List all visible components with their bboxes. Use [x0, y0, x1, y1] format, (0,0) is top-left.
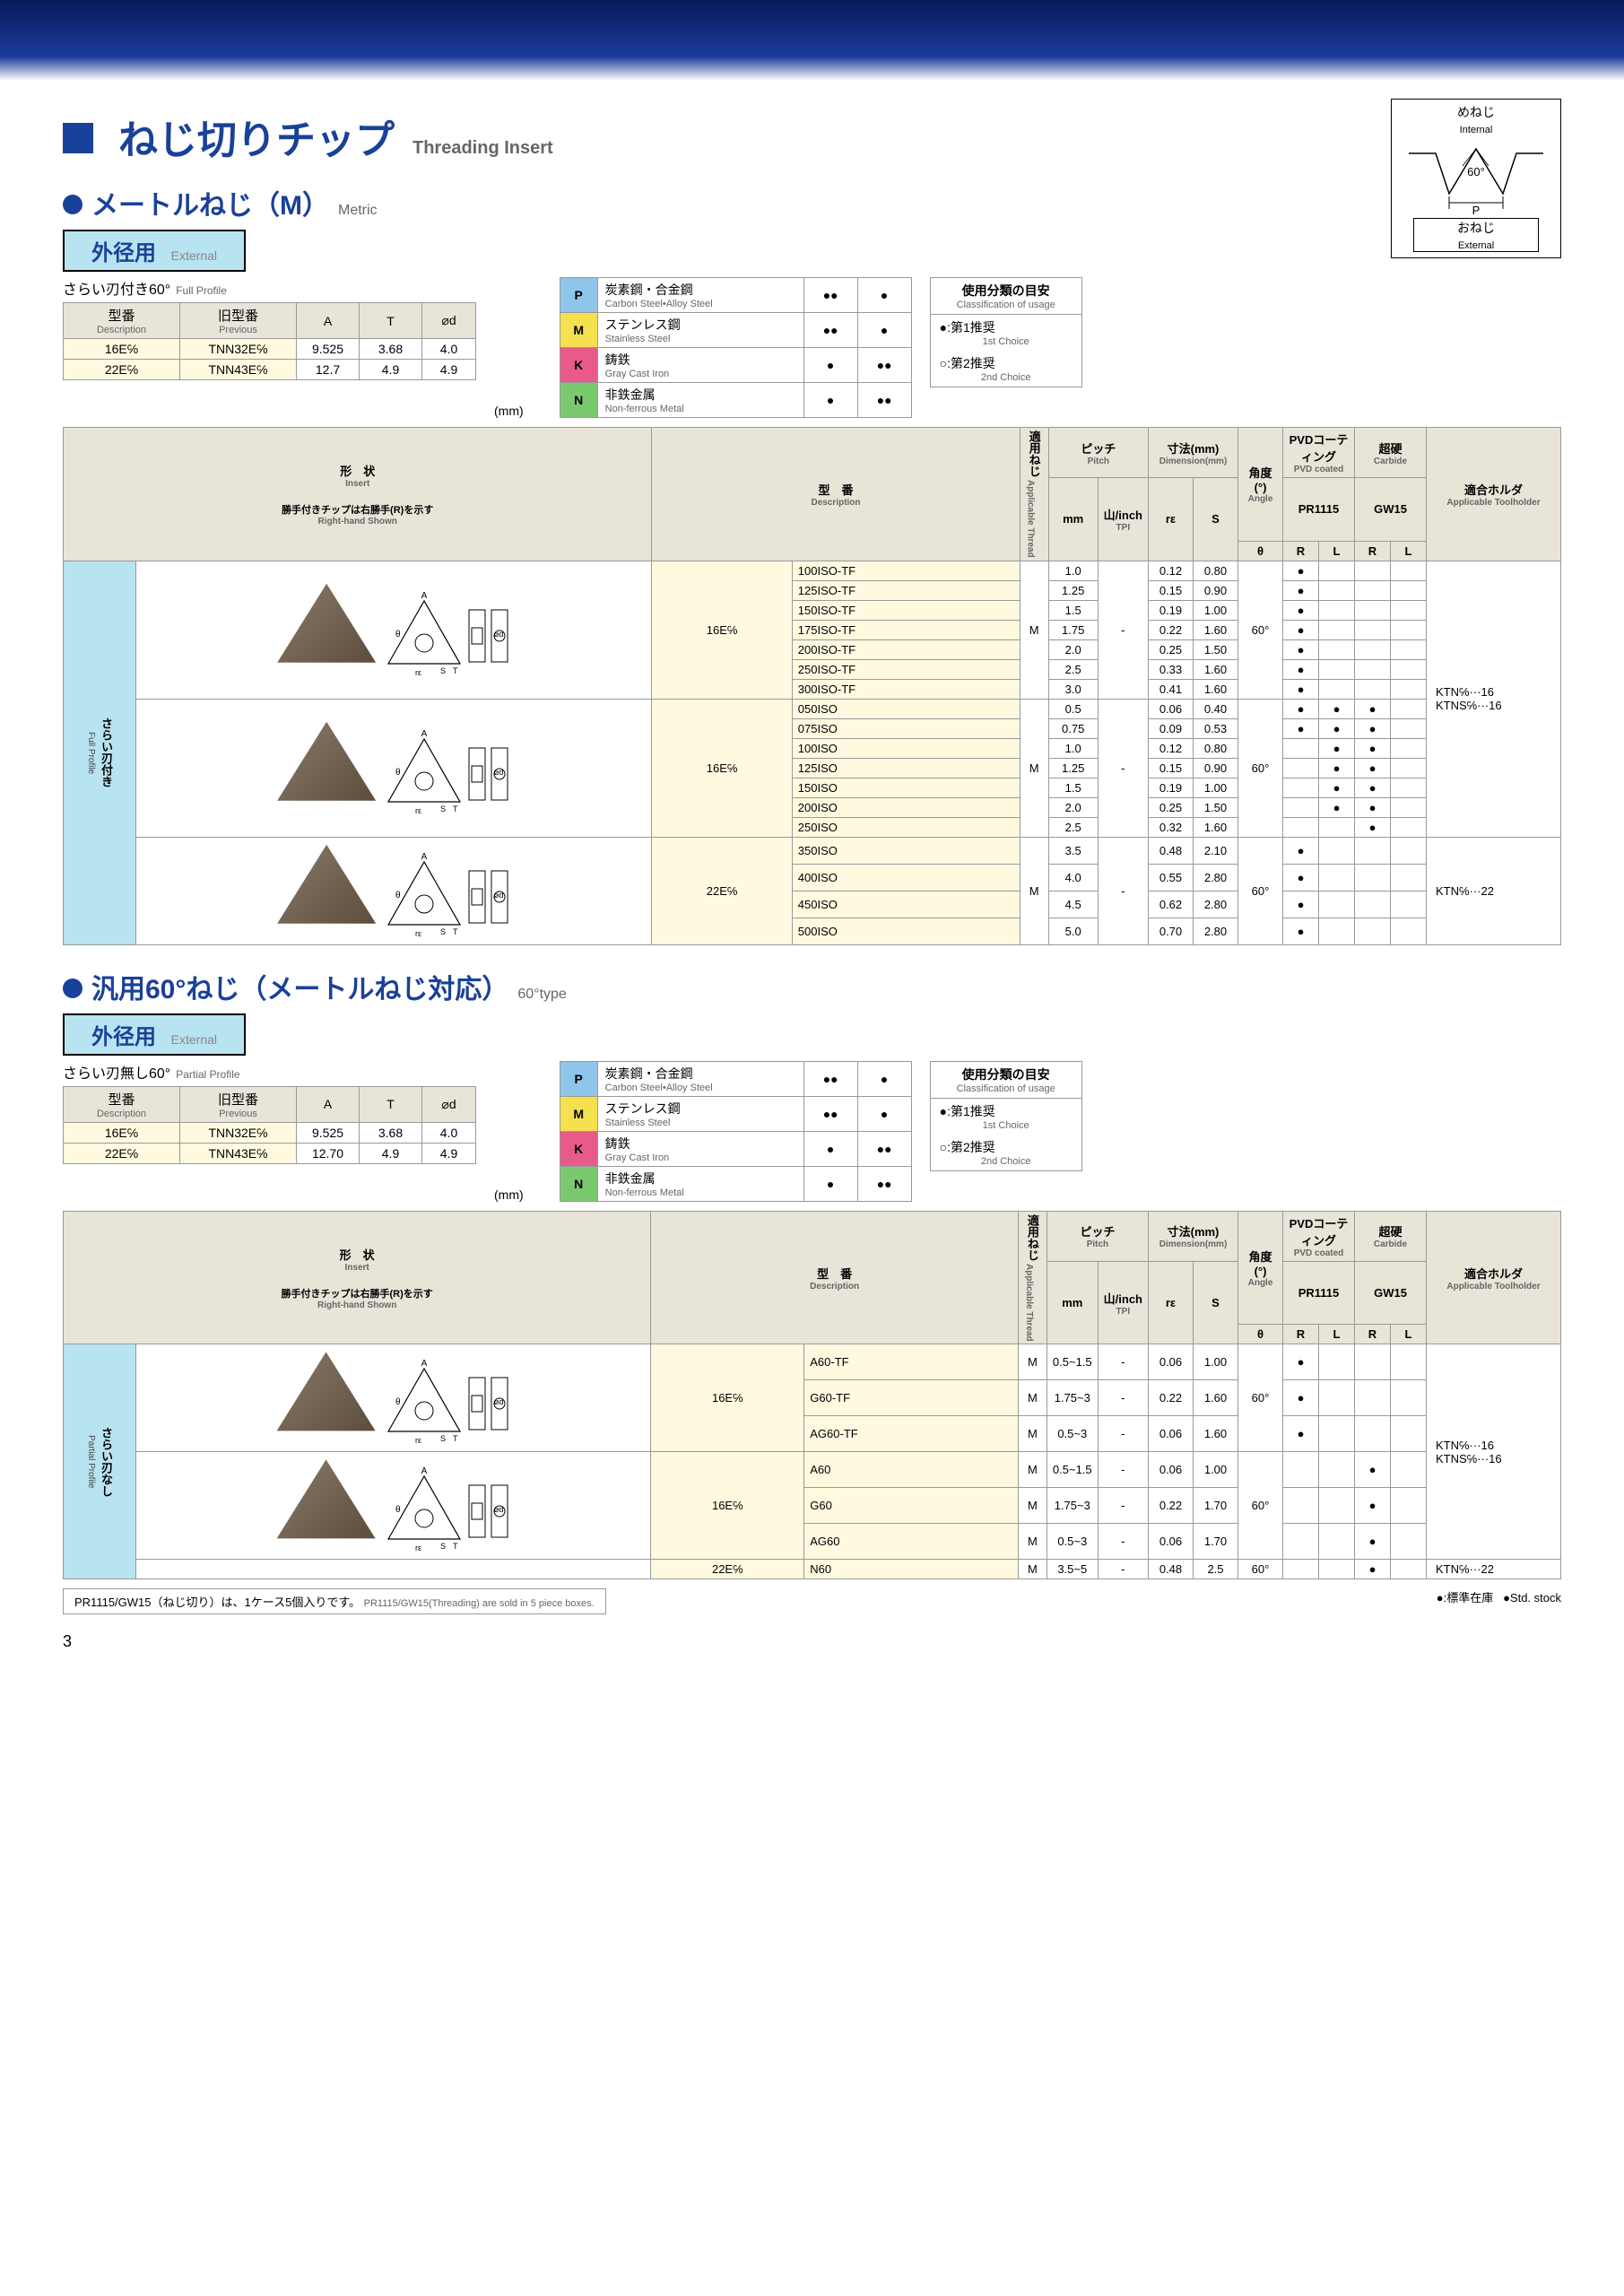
stock-note: ●:標準在庫 ●Std. stock — [1437, 1588, 1561, 1605]
section1-jp: メートルねじ（M） — [91, 183, 329, 222]
mat-label: ステンレス鋼Stainless Steel — [597, 1096, 803, 1131]
profile2-en: Partial Profile — [176, 1068, 239, 1081]
svg-text:rε: rε — [415, 1436, 421, 1445]
prev-cell: TNN32E℅ — [180, 1122, 297, 1143]
title-square-icon — [63, 123, 93, 153]
main-body-2: さらい刃なしPartial Profile A θ rε S T ⌀d 16E℅… — [64, 1344, 1561, 1579]
page-title-jp: ねじ切りチップ — [118, 108, 395, 165]
prev-cell: TNN32E℅ — [180, 339, 297, 360]
main-header-1: 形 状Insert勝手付きチップは右勝手(R)を示すRight-hand Sho… — [64, 428, 1561, 561]
svg-text:A: A — [421, 591, 428, 601]
desc-rows-1: 16E℅TNN32E℅9.5253.684.022E℅TNN43E℅12.74.… — [64, 339, 476, 380]
main-body-1: さらい刃付きFull Profile A θ rε S T ⌀d 16E℅100… — [64, 561, 1561, 944]
svg-text:S: S — [440, 927, 446, 936]
usage-box-1: 使用分類の目安Classification of usage ●:第1推奨1st… — [930, 277, 1082, 387]
section2-en: 60°type — [517, 987, 566, 1003]
prev-cell: TNN43E℅ — [180, 360, 297, 380]
main-header-2: 形 状Insert勝手付きチップは右勝手(R)を示すRight-hand Sho… — [64, 1211, 1561, 1344]
desc-table-2: 型番Description 旧型番Previous A T ⌀d 16E℅TNN… — [63, 1086, 476, 1164]
profile2-jp: さらい刃無し60° — [63, 1066, 170, 1082]
svg-text:S: S — [440, 666, 446, 675]
svg-text:rε: rε — [415, 1544, 421, 1552]
holder-cell: KTN℅···16 KTNS℅···16 — [1427, 561, 1561, 837]
insert-diagram: A θ rε S T ⌀d — [135, 699, 651, 837]
desc-cell: 16E℅ — [64, 1122, 180, 1143]
mat-label: 炭素鋼・合金鋼Carbon Steel•Alloy Steel — [597, 1061, 803, 1096]
svg-text:A: A — [421, 852, 428, 862]
side-label-full: さらい刃付きFull Profile — [64, 561, 136, 944]
holder-cell: KTN℅···22 — [1427, 837, 1561, 944]
main-table-1: 形 状Insert勝手付きチップは右勝手(R)を示すRight-hand Sho… — [63, 427, 1561, 945]
external-en: External — [1458, 240, 1494, 251]
insert-diagram: A θ rε S T ⌀d — [135, 561, 651, 699]
svg-text:A: A — [421, 729, 428, 739]
svg-text:θ: θ — [395, 891, 401, 900]
svg-text:S: S — [440, 1434, 446, 1443]
bullet-icon — [63, 195, 83, 214]
insert-diagram: A θ rε S T ⌀d — [135, 837, 651, 944]
section2-jp: 汎用60°ねじ（メートルねじ対応） — [91, 967, 508, 1006]
holder-cell: KTN℅···16 KTNS℅···16 — [1427, 1344, 1561, 1560]
header-band — [0, 0, 1624, 81]
svg-text:rε: rε — [415, 668, 421, 677]
external-jp: おねじ — [1457, 221, 1495, 235]
bullet-icon — [63, 978, 83, 998]
desc-cell: 16E℅ — [64, 339, 180, 360]
desc-cell: 22E℅ — [64, 1143, 180, 1163]
desc-cell: 22E℅ — [64, 360, 180, 380]
material-table-2: P炭素鋼・合金鋼Carbon Steel•Alloy Steel●Mステンレス鋼… — [560, 1061, 912, 1202]
insert-diagram: A θ rε S T ⌀d — [135, 1452, 650, 1560]
page-number: 3 — [63, 1632, 1561, 1651]
svg-text:S: S — [440, 1542, 446, 1551]
mat-code: M — [560, 313, 597, 348]
mat-label: 炭素鋼・合金鋼Carbon Steel•Alloy Steel — [597, 278, 803, 313]
mat-code: K — [560, 348, 597, 383]
mat-label: 非鉄金属Non-ferrous Metal — [597, 1166, 803, 1201]
svg-text:P: P — [1472, 204, 1481, 216]
svg-text:T: T — [453, 1434, 458, 1443]
svg-text:θ: θ — [395, 1397, 401, 1407]
desc-rows-2: 16E℅TNN32E℅9.5253.684.022E℅TNN43E℅12.704… — [64, 1122, 476, 1163]
mat-label: 鋳鉄Gray Cast Iron — [597, 1131, 803, 1166]
insert-diagram — [135, 1560, 650, 1579]
insert-diagram: A θ rε S T ⌀d — [135, 1344, 650, 1452]
external-label-2: 外径用 External — [63, 1013, 246, 1056]
svg-text:T: T — [453, 927, 458, 936]
svg-text:θ: θ — [395, 1505, 401, 1515]
svg-text:rε: rε — [415, 929, 421, 938]
mat-label: 非鉄金属Non-ferrous Metal — [597, 383, 803, 418]
section1-en: Metric — [338, 203, 378, 219]
mat-code: P — [560, 278, 597, 313]
profile1-jp: さらい刃付き60° — [63, 283, 170, 298]
svg-text:60°: 60° — [1467, 165, 1485, 178]
desc-table-1: 型番Description 旧型番Previous A T ⌀d 16E℅TNN… — [63, 302, 476, 380]
svg-text:T: T — [453, 1542, 458, 1551]
prev-cell: TNN43E℅ — [180, 1143, 297, 1163]
page-title-en: Threading Insert — [413, 138, 553, 159]
usage-box-2: 使用分類の目安Classification of usage ●:第1推奨1st… — [930, 1061, 1082, 1171]
svg-text:A: A — [421, 1359, 427, 1369]
side-label-partial: さらい刃なしPartial Profile — [64, 1344, 136, 1579]
mat-code: N — [560, 1166, 597, 1201]
note-box: PR1115/GW15（ねじ切り）は、1ケース5個入りです。 PR1115/GW… — [63, 1588, 606, 1614]
svg-text:S: S — [440, 804, 446, 813]
svg-text:A: A — [421, 1466, 427, 1476]
mat-label: 鋳鉄Gray Cast Iron — [597, 348, 803, 383]
material-table-1: P炭素鋼・合金鋼Carbon Steel•Alloy Steel●Mステンレス鋼… — [560, 277, 912, 418]
mat-code: N — [560, 383, 597, 418]
svg-text:θ: θ — [395, 768, 401, 778]
holder-cell: KTN℅···22 — [1427, 1560, 1561, 1579]
svg-text:T: T — [453, 804, 458, 813]
mat-label: ステンレス鋼Stainless Steel — [597, 313, 803, 348]
mat-code: K — [560, 1131, 597, 1166]
svg-text:T: T — [453, 666, 458, 675]
profile1-en: Full Profile — [176, 284, 227, 297]
mat-code: M — [560, 1096, 597, 1131]
mat-code: P — [560, 1061, 597, 1096]
external-label: 外径用 External — [63, 230, 246, 272]
svg-text:θ: θ — [395, 630, 401, 639]
svg-text:rε: rε — [415, 806, 421, 815]
main-table-2: 形 状Insert勝手付きチップは右勝手(R)を示すRight-hand Sho… — [63, 1211, 1561, 1580]
